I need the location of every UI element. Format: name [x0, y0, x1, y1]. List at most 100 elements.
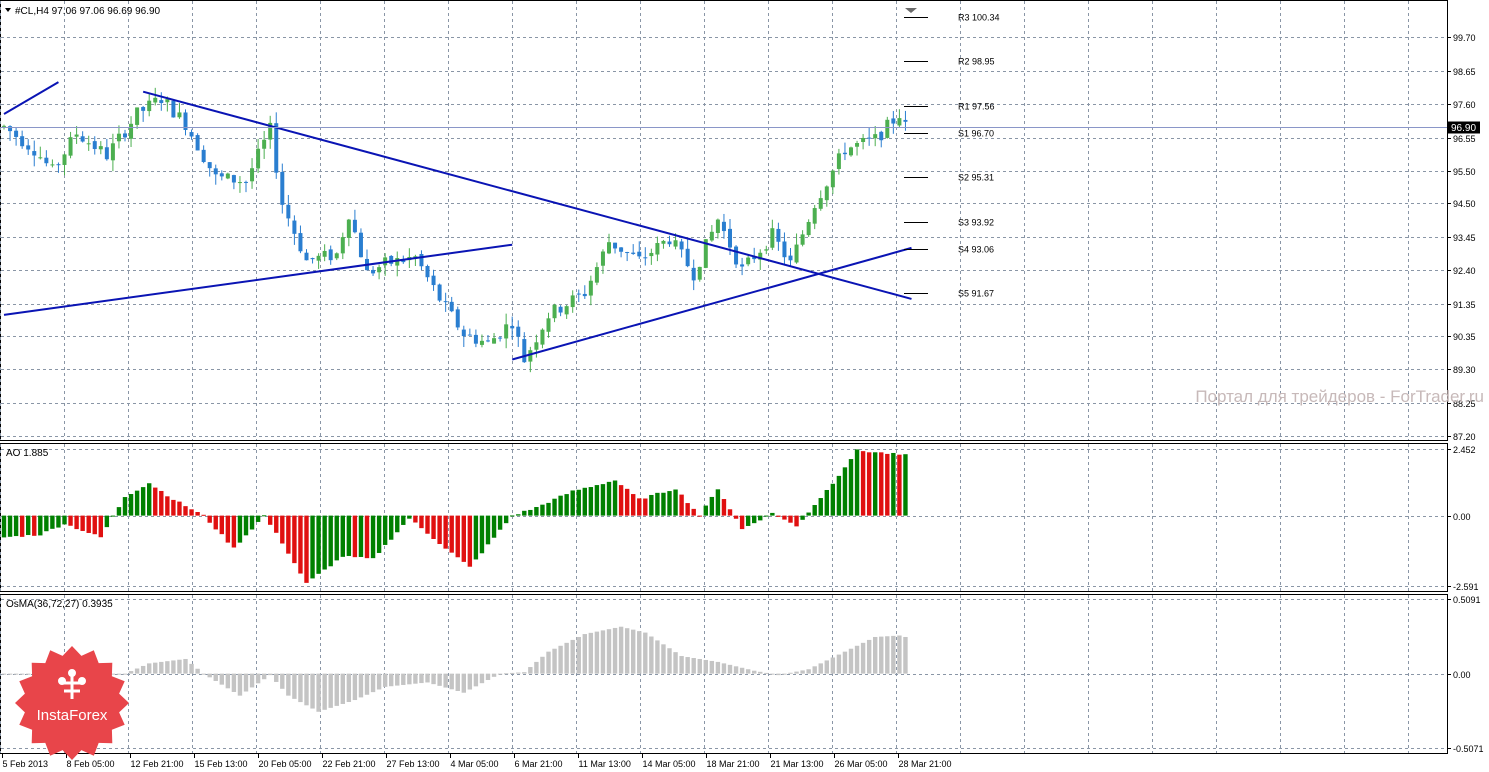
candle-body: [619, 247, 624, 252]
ao-bar: [854, 449, 860, 516]
trendline[interactable]: [142, 90, 912, 300]
y-tick-label: 0.00: [1453, 512, 1471, 522]
osma-bar: [189, 663, 194, 674]
candle-body: [135, 107, 140, 125]
candle-body: [806, 221, 811, 236]
osma-bar: [473, 673, 479, 687]
candle-body: [171, 100, 176, 118]
osma-bar: [618, 626, 624, 674]
x-tick-label: 12 Feb 21:00: [131, 759, 184, 769]
y-tick-label: 88.25: [1453, 399, 1476, 409]
ao-bar: [449, 515, 454, 553]
y-tick-label: 92.40: [1453, 266, 1476, 276]
candle-body: [153, 97, 158, 103]
candle-body: [752, 256, 757, 260]
osma-bar: [903, 636, 908, 674]
candle-body: [897, 118, 902, 126]
ao-bar: [50, 515, 55, 529]
candle-body: [879, 131, 884, 141]
candle-body: [237, 182, 242, 184]
dropdown-triangle-icon: [5, 8, 11, 12]
osma-bar: [19, 673, 25, 675]
candle-body: [812, 208, 817, 224]
y-tick-label: 89.30: [1453, 365, 1476, 375]
candle-body: [498, 337, 503, 339]
ao-bar: [564, 494, 569, 516]
candle-body: [836, 153, 841, 169]
ao-bar: [588, 487, 594, 516]
osma-bar: [207, 673, 212, 678]
osma-bar: [419, 673, 424, 684]
x-tick-label: 21 Mar 13:00: [771, 759, 824, 769]
ao-bar: [739, 515, 745, 530]
osma-bar: [425, 673, 430, 683]
ao-bar: [243, 515, 249, 536]
candle-body: [564, 306, 569, 315]
trendline[interactable]: [511, 246, 912, 361]
osma-bar: [818, 663, 823, 674]
x-tick-label: 15 Feb 13:00: [195, 759, 248, 769]
ao-bar: [389, 515, 394, 540]
candle-body: [377, 267, 382, 273]
symbol-header: #CL,H4 97.06 97.06 96.69 96.90: [5, 6, 161, 17]
ao-bar: [510, 515, 515, 517]
candle-body: [788, 255, 793, 261]
osma-bar: [467, 673, 473, 690]
y-tick-label: -0.5071: [1453, 744, 1484, 754]
osma-bar: [219, 673, 224, 685]
osma-bar: [697, 658, 702, 674]
osma-bar: [522, 672, 527, 674]
candle-body: [316, 255, 321, 261]
osma-bar: [231, 673, 237, 692]
candle-body: [20, 136, 25, 147]
ao-bar: [733, 515, 739, 519]
ao-bar: [298, 515, 303, 574]
candle-body: [225, 173, 230, 179]
osma-bar: [177, 659, 182, 674]
candle-body: [800, 234, 805, 245]
candle-body: [425, 265, 430, 278]
current-price-label: 96.90: [1451, 123, 1476, 134]
osma-bar: [576, 636, 581, 674]
candle-body: [352, 219, 357, 233]
ao-bar: [903, 454, 908, 516]
candle-body: [147, 100, 152, 112]
osma-bar: [631, 629, 636, 674]
candle-body: [104, 147, 109, 160]
candle-body: [183, 112, 188, 130]
y-tick-label: 0.5091: [1453, 595, 1481, 605]
candle-body: [189, 132, 194, 137]
ao-bar: [32, 515, 37, 536]
ao-label: AO 1.885: [6, 448, 49, 459]
candle-body: [576, 293, 581, 295]
y-tick-label: -2.591: [1453, 582, 1479, 592]
candle-body: [346, 219, 351, 238]
ao-bar: [334, 515, 339, 561]
osma-bar: [134, 668, 140, 674]
candle-body: [661, 240, 666, 244]
candle-body: [74, 134, 79, 137]
ao-bar: [485, 515, 491, 545]
candle-body: [50, 164, 55, 166]
candle-body: [885, 119, 890, 138]
ao-bar: [310, 515, 315, 579]
trendline[interactable]: [3, 243, 513, 316]
logo-starburst: [15, 646, 129, 760]
osma-bar: [364, 673, 370, 695]
trendline[interactable]: [3, 81, 59, 115]
ao-bar: [715, 489, 721, 516]
osma-bar: [298, 673, 303, 703]
osma-bar: [588, 632, 594, 674]
candle-body: [207, 162, 212, 169]
ao-bar: [860, 451, 866, 516]
chart-shift-marker-icon[interactable]: [905, 8, 917, 13]
osma-bar: [201, 673, 206, 675]
osma-bar: [328, 673, 333, 708]
candle-body: [504, 324, 509, 339]
ao-bar: [413, 515, 418, 523]
y-tick-label: 99.70: [1453, 33, 1476, 43]
ao-bar: [806, 512, 811, 516]
candle-body: [38, 157, 43, 159]
ao-bar: [122, 497, 128, 516]
osma-bar: [485, 673, 491, 681]
